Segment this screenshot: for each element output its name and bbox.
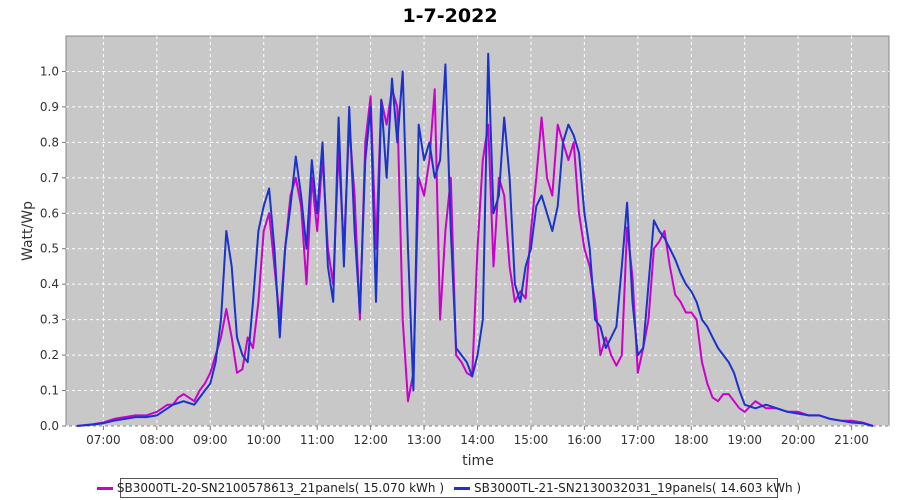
x-tick-label: 09:00 <box>193 433 228 447</box>
legend-label-series-2: SB3000TL-21-SN2130032031_19panels( 14.60… <box>474 481 802 495</box>
chart-canvas: 1-7-2022 0.0 0.1 0.2 0.3 0.4 0.5 0.6 0.7 0.8 0.9 1… <box>20 5 890 469</box>
y-tick-label: 0.3 <box>40 313 59 327</box>
y-tick-label: 0.6 <box>40 206 59 220</box>
legend: SB3000TL-20-SN2100578613_21panels( 15.07… <box>96 478 801 498</box>
y-tick-label: 0.9 <box>40 100 59 114</box>
x-tick-label: 08:00 <box>140 433 175 447</box>
x-tick-label: 21:00 <box>834 433 869 447</box>
y-axis-ticks: 0.0 0.1 0.2 0.3 0.4 0.5 0.6 0.7 0.8 0.9 1.0 <box>40 64 66 433</box>
legend-label-series-1: SB3000TL-20-SN2100578613_21panels( 15.07… <box>116 481 444 495</box>
x-tick-label: 12:00 <box>353 433 388 447</box>
x-axis-label: time <box>462 453 494 469</box>
y-tick-label: 0.5 <box>40 242 59 256</box>
x-tick-label: 17:00 <box>621 433 656 447</box>
x-tick-label: 16:00 <box>567 433 602 447</box>
x-tick-label: 13:00 <box>407 433 442 447</box>
y-tick-label: 1.0 <box>40 64 59 78</box>
series-line-2 <box>76 52 874 427</box>
legend-item-series-1: SB3000TL-20-SN2100578613_21panels( 15.07… <box>96 481 444 495</box>
y-axis-label: Watt/Wp <box>20 201 36 261</box>
y-tick-label: 0.4 <box>40 277 59 291</box>
x-tick-label: 20:00 <box>781 433 816 447</box>
x-tick-label: 11:00 <box>300 433 335 447</box>
y-tick-label: 0.1 <box>40 384 59 398</box>
x-tick-label: 18:00 <box>674 433 709 447</box>
legend-swatch-series-2 <box>454 486 470 490</box>
x-tick-label: 14:00 <box>460 433 495 447</box>
x-tick-label: 15:00 <box>514 433 549 447</box>
x-tick-label: 10:00 <box>246 433 281 447</box>
legend-swatch-series-1 <box>96 486 113 490</box>
x-tick-label: 07:00 <box>86 433 121 447</box>
series-line-1 <box>76 88 874 427</box>
x-axis-ticks: 07:00 08:00 09:00 10:00 11:00 12:00 13:00 14:00… <box>86 426 869 447</box>
y-tick-label: 0.7 <box>40 171 59 185</box>
y-tick-label: 0.0 <box>40 419 59 433</box>
chart-title: 1-7-2022 <box>402 5 497 27</box>
series-group <box>76 52 874 427</box>
x-tick-label: 19:00 <box>727 433 762 447</box>
y-tick-label: 0.8 <box>40 135 59 149</box>
legend-item-series-2: SB3000TL-21-SN2130032031_19panels( 14.60… <box>454 481 801 495</box>
y-tick-label: 0.2 <box>40 348 59 362</box>
